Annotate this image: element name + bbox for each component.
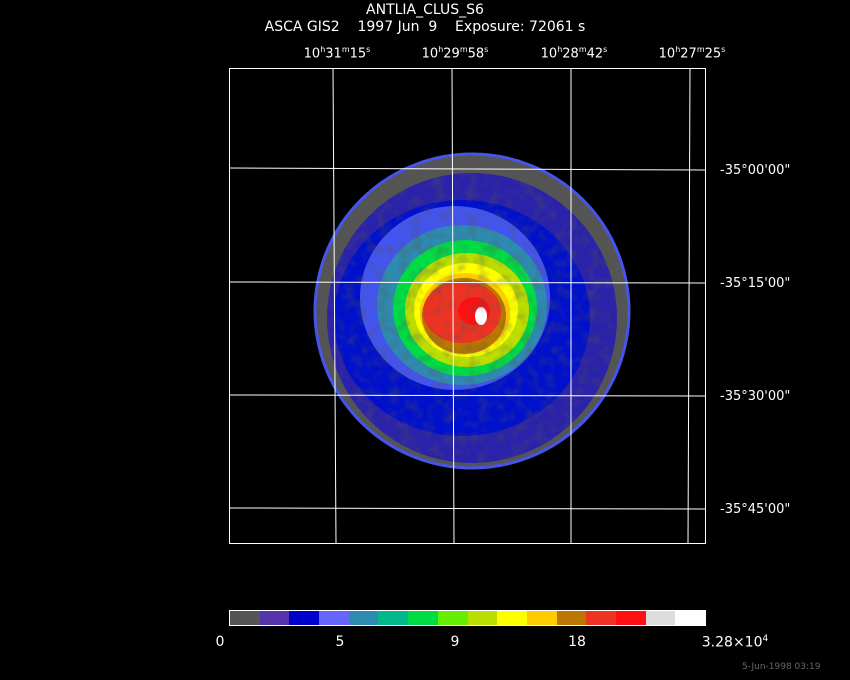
- ra-label: 10h29m58s: [421, 45, 489, 62]
- colorbar-swatch: [645, 611, 676, 625]
- colorbar-label: 5: [335, 634, 345, 650]
- colorbar-swatch: [675, 611, 705, 625]
- dec-label: -35°30'00": [720, 389, 791, 404]
- image-subtitle: ASCA GIS2 1997 Jun 9 Exposure: 72061 s: [264, 19, 586, 35]
- dec-label: -35°45'00": [720, 502, 791, 517]
- ra-label: 10h28m42s: [540, 45, 608, 62]
- colorbar-swatch: [319, 611, 349, 625]
- ra-label: 10h31m15s: [303, 45, 371, 62]
- colorbar-swatch: [586, 611, 616, 625]
- colorbar-swatch: [289, 611, 320, 625]
- colorbar-swatch: [615, 611, 646, 625]
- timestamp: 5-Jun-1998 03:19: [742, 662, 821, 672]
- colorbar-swatch: [497, 611, 527, 625]
- colorbar-label: 9: [450, 634, 460, 650]
- detector-field: [314, 153, 630, 469]
- colorbar-swatch: [437, 611, 468, 625]
- colorbar-swatch: [259, 611, 290, 625]
- colorbar-swatch: [378, 611, 409, 625]
- colorbar-max-label: 3.28×104: [701, 634, 769, 651]
- dec-label: -35°00'00": [720, 163, 791, 178]
- colorbar-label: 0: [215, 634, 225, 650]
- colorbar-swatch: [556, 611, 587, 625]
- colorbar-swatch: [408, 611, 438, 625]
- image-frame: [229, 68, 706, 544]
- colorbar-swatch: [526, 611, 557, 625]
- colorbar-swatch: [230, 611, 260, 625]
- colorbar-swatch: [348, 611, 379, 625]
- colorbar-swatch: [467, 611, 498, 625]
- colorbar: [229, 610, 706, 626]
- dec-label: -35°15'00": [720, 276, 791, 291]
- colorbar-label: 18: [568, 634, 586, 650]
- ra-label: 10h27m25s: [658, 45, 726, 62]
- image-title: ANTLIA_CLUS_S6: [366, 2, 484, 18]
- coordinate-grid: [228, 67, 707, 545]
- fov-edge: [313, 152, 631, 470]
